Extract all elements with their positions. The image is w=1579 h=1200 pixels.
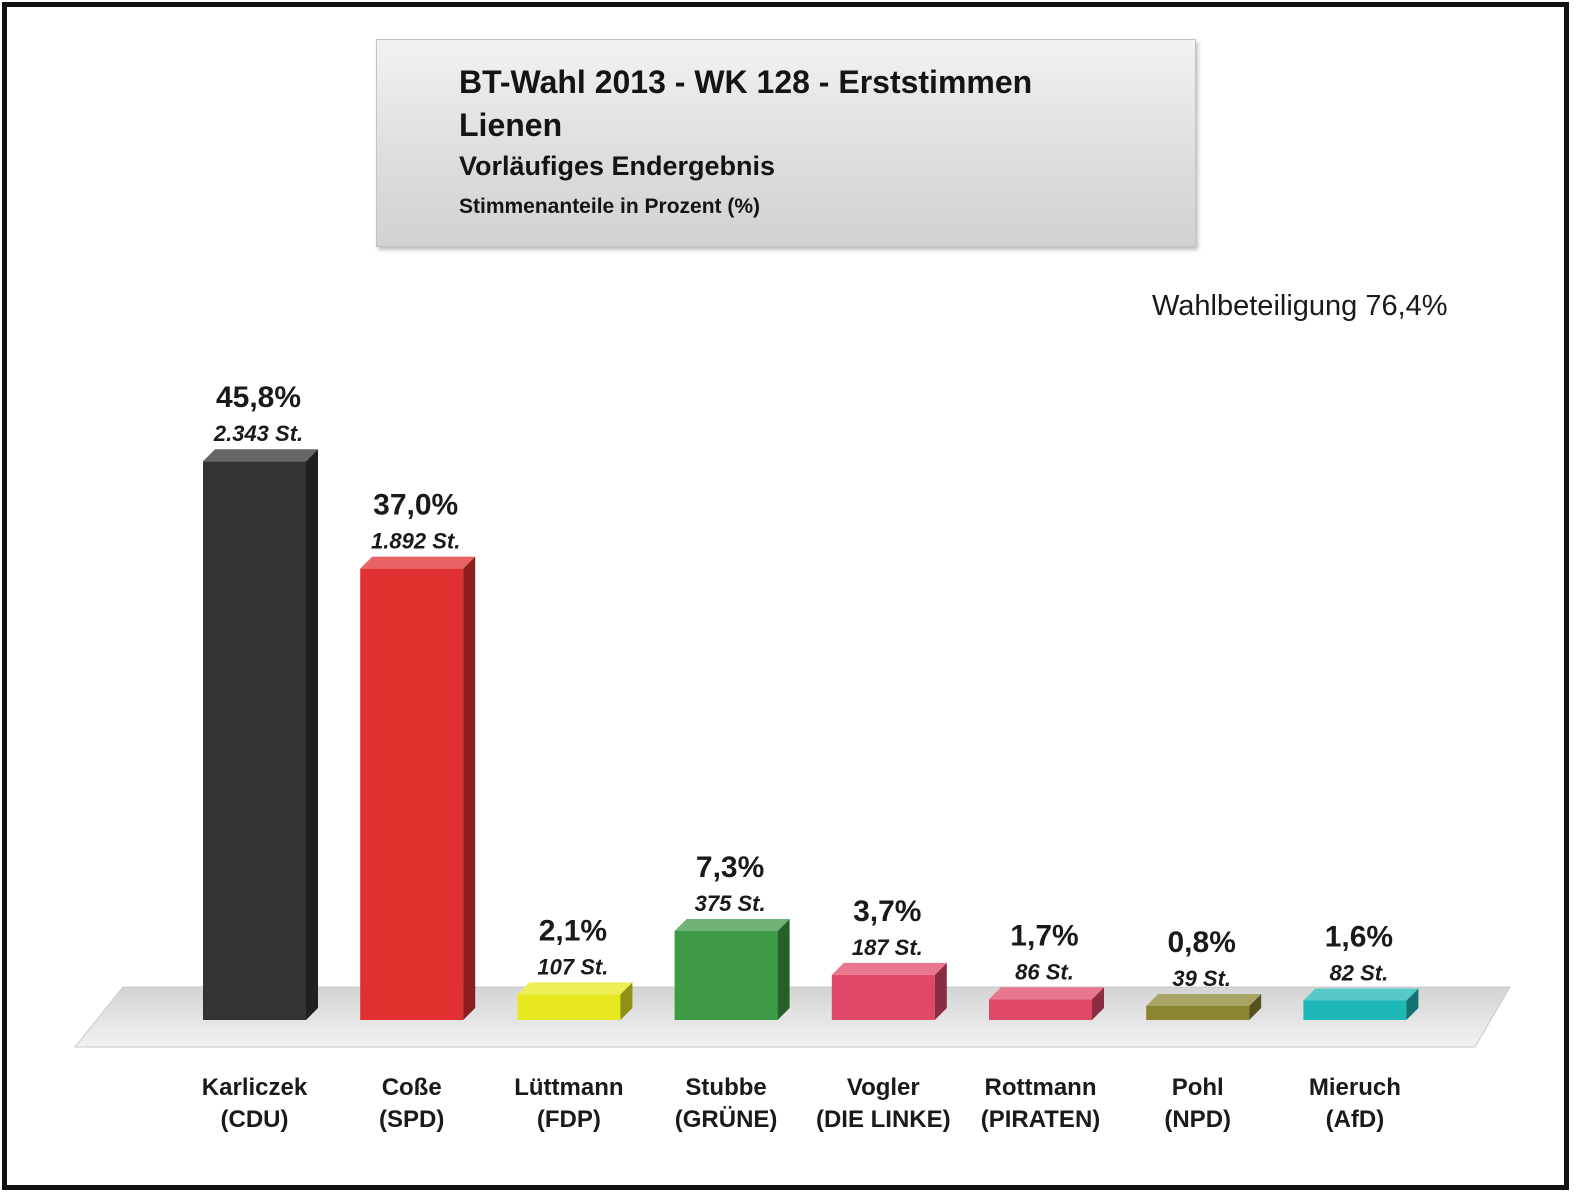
bar-side [620,982,633,1020]
votes-label: 375 St. [695,891,766,916]
value-label: 0,8% [1168,926,1236,959]
bar-top [517,982,633,995]
category-party-label: (SPD) [379,1106,444,1133]
bar [1303,1000,1407,1020]
bar [989,999,1092,1020]
bar-top [203,449,318,462]
value-label: 7,3% [696,851,764,884]
category-label: Rottmann [985,1074,1097,1101]
bar [360,568,464,1020]
title-box: BT-Wahl 2013 - WK 128 - Erststimmen Lien… [376,39,1196,247]
chart-subtitle-location: Lienen [459,107,563,143]
bar [674,930,778,1020]
bar-side [306,449,318,1020]
bar-side [1249,994,1262,1020]
category-label: Mieruch [1309,1074,1401,1101]
category-party-label: (NPD) [1164,1106,1231,1133]
category-label: Stubbe [685,1074,766,1101]
value-label: 2,1% [539,914,607,947]
bar [1146,1006,1250,1020]
votes-label: 2.343 St. [213,421,303,446]
bar-side [777,918,790,1020]
votes-label: 39 St. [1172,966,1231,991]
category-label: Pohl [1172,1074,1224,1101]
bar-top [674,918,790,931]
bar-top [1146,994,1262,1006]
value-label: 37,0% [373,489,458,522]
bar [517,994,621,1020]
votes-label: 107 St. [537,954,608,979]
value-label: 1,6% [1325,920,1393,953]
bar-top [989,987,1104,1000]
bar-side [934,962,947,1020]
category-party-label: (DIE LINKE) [816,1106,951,1133]
bar-side [463,556,476,1020]
chart-title: BT-Wahl 2013 - WK 128 - Erststimmen [459,64,1033,100]
category-label: Vogler [847,1074,920,1101]
bar-top [360,556,476,569]
chart-subtitle-status: Vorläufiges Endergebnis [459,151,776,181]
bar-side [1406,988,1419,1020]
category-label: Lüttmann [514,1074,623,1101]
category-party-label: (AfD) [1326,1106,1385,1133]
votes-label: 86 St. [1015,959,1074,984]
category-party-label: (PIRATEN) [981,1106,1101,1133]
votes-label: 1.892 St. [371,529,460,554]
bar-side [1092,987,1104,1020]
value-label: 3,7% [853,895,921,928]
votes-label: 82 St. [1330,960,1389,985]
category-party-label: (CDU) [221,1106,289,1133]
value-label: 45,8% [216,381,301,414]
category-label: Coße [382,1074,442,1101]
bar [203,461,306,1020]
chart-subtitle-unit: Stimmenanteile in Prozent (%) [459,195,761,218]
value-label: 1,7% [1010,919,1078,952]
bar-top [1303,988,1419,1001]
category-party-label: (FDP) [537,1106,601,1133]
bar [831,974,935,1020]
category-party-label: (GRÜNE) [675,1106,778,1133]
turnout-annotation: Wahlbeteiligung 76,4% [1152,290,1448,322]
votes-label: 187 St. [852,935,923,960]
category-label: Karliczek [202,1074,308,1101]
bar-top [831,962,947,975]
